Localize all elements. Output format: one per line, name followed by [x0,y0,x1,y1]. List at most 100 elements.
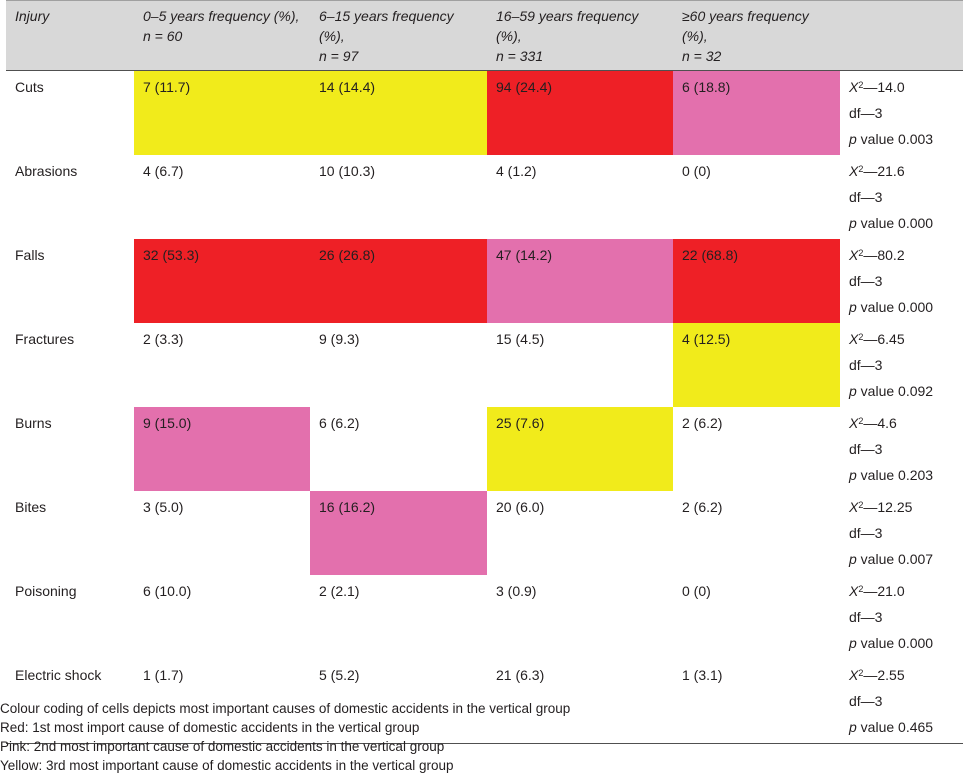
chi-square-stats: X2—4.6 df—3 p value 0.203 [840,407,963,491]
chi-symbol: X [849,79,859,95]
frequency-cell: 6 (10.0) [143,583,192,599]
chi-square-value: X2—6.45 [849,329,957,355]
chi-symbol: X [849,163,859,179]
header-age-0-5: 0–5 years frequency (%), n = 60 [134,0,310,71]
p-label: p [849,383,857,399]
chi-square-stats: X2—6.45 df—3 p value 0.092 [840,323,963,407]
chi-square-value: X2—4.6 [849,413,957,439]
frequency-cell: 9 (15.0) [134,407,310,491]
header-statistics [840,0,963,71]
p-label: p [849,215,857,231]
table-row: Bites 3 (5.0) 16 (16.2) 20 (6.0) 2 (6.2) X2—1… [6,491,963,575]
chi-symbol: X [849,247,859,263]
degrees-of-freedom: df—3 [849,693,883,709]
chi-superscript: 2 [858,500,864,510]
chi-number: —4.6 [863,415,897,431]
note-red: Red: 1st most import cause of domestic a… [0,720,420,735]
chi-square-value: X2—2.55 [849,665,957,691]
table-header-row: Injury 0–5 years frequency (%), n = 60 6–… [6,0,963,71]
p-label: p [849,635,857,651]
p-label: p [849,551,857,567]
frequency-cell: 4 (1.2) [496,163,537,179]
chi-square-value: X2—21.0 [849,581,957,607]
frequency-cell: 5 (5.2) [310,659,487,744]
chi-symbol: X [849,583,859,599]
p-number: value 0.000 [856,299,934,315]
chi-square-value: X2—14.0 [849,77,957,103]
p-value: p value 0.465 [849,717,957,743]
table-row: Poisoning 6 (10.0) 2 (2.1) 3 (0.9) 0 (0) X2—2… [6,575,963,659]
header-age-6-15: 6–15 years frequency (%), n = 97 [310,0,487,71]
table-row: Cuts 7 (11.7) 14 (14.4) 94 (24.4) 6 (18.8) X2… [6,70,963,156]
p-number: value 0.203 [856,467,934,483]
degrees-of-freedom: df—3 [849,525,883,541]
table-row: Fractures 2 (3.3) 9 (9.3) 15 (4.5) 4 (12.5) X… [6,323,963,407]
chi-superscript: 2 [858,164,864,174]
chi-number: —6.45 [863,331,905,347]
chi-symbol: X [849,499,859,515]
injury-name: Abrasions [15,163,78,179]
p-number: value 0.003 [856,131,934,147]
injury-name: Fractures [15,331,75,347]
frequency-cell: 2 (3.3) [143,331,184,347]
chi-square-stats: X2—14.0 df—3 p value 0.003 [840,71,963,156]
p-number: value 0.000 [856,215,934,231]
chi-symbol: X [849,415,859,431]
frequency-cell: 6 (18.8) [673,70,840,155]
p-number: value 0.465 [856,719,934,735]
frequency-cell: 16 (16.2) [310,491,487,575]
injury-name: Cuts [15,79,44,95]
table-notes: Colour coding of cells depicts most impo… [0,699,963,775]
frequency-cell: 9 (9.3) [319,331,360,347]
p-value: p value 0.092 [849,381,957,407]
frequency-cell: 21 (6.3) [487,659,673,744]
p-number: value 0.092 [856,383,934,399]
frequency-cell: 3 (0.9) [496,583,537,599]
frequency-cell: 3 (5.0) [143,499,184,515]
frequency-cell: 15 (4.5) [496,331,545,347]
note-pink: Pink: 2nd most important cause of domest… [0,739,445,754]
chi-superscript: 2 [858,416,864,426]
injury-name: Electric shock [6,659,134,744]
p-value: p value 0.000 [849,297,957,323]
chi-symbol: X [849,667,859,683]
p-label: p [849,131,857,147]
p-label: p [849,467,857,483]
chi-square-stats: X2—80.2 df—3 p value 0.000 [840,239,963,323]
p-value: p value 0.203 [849,465,957,491]
frequency-cell: 4 (12.5) [673,323,840,407]
header-injury: Injury [6,0,134,71]
frequency-cell: 2 (6.2) [682,415,723,431]
table-row: Burns 9 (15.0) 6 (6.2) 25 (7.6) 2 (6.2) X2—4.… [6,407,963,491]
injury-name: Poisoning [15,583,77,599]
p-value: p value 0.000 [849,213,957,239]
table-row: Falls 32 (53.3) 26 (26.8) 47 (14.2) 22 (68.8… [6,239,963,323]
injury-name: Bites [15,499,47,515]
note-colour-coding: Colour coding of cells depicts most impo… [0,701,571,716]
chi-square-stats: X2—2.55 df—3 p value 0.465 [840,659,963,744]
degrees-of-freedom: df—3 [849,105,883,121]
table-body: Cuts 7 (11.7) 14 (14.4) 94 (24.4) 6 (18.8) X2… [6,70,963,744]
p-label: p [849,719,857,735]
frequency-cell: 0 (0) [682,583,711,599]
frequency-cell: 47 (14.2) [487,239,673,323]
table-row: Electric shock 1 (1.7) 5 (5.2) 21 (6.3) 1 (3… [6,659,963,744]
injury-name: Burns [15,415,52,431]
table-row: Abrasions 4 (6.7) 10 (10.3) 4 (1.2) 0 (0) X2—… [6,155,963,239]
chi-number: —80.2 [863,247,905,263]
chi-number: —21.0 [863,583,905,599]
chi-symbol: X [849,331,859,347]
frequency-cell: 6 (6.2) [319,415,360,431]
injury-frequency-table: Injury 0–5 years frequency (%), n = 60 6–… [6,0,963,744]
frequency-cell: 32 (53.3) [134,239,310,323]
frequency-cell: 26 (26.8) [310,239,487,323]
p-label: p [849,299,857,315]
frequency-cell: 2 (2.1) [319,583,360,599]
chi-square-stats: X2—21.6 df—3 p value 0.000 [840,155,963,239]
p-value: p value 0.003 [849,129,957,155]
frequency-cell: 22 (68.8) [673,239,840,323]
frequency-cell: 94 (24.4) [487,70,673,155]
note-yellow: Yellow: 3rd most important cause of dome… [0,758,454,773]
frequency-cell: 1 (3.1) [673,659,840,744]
degrees-of-freedom: df—3 [849,441,883,457]
